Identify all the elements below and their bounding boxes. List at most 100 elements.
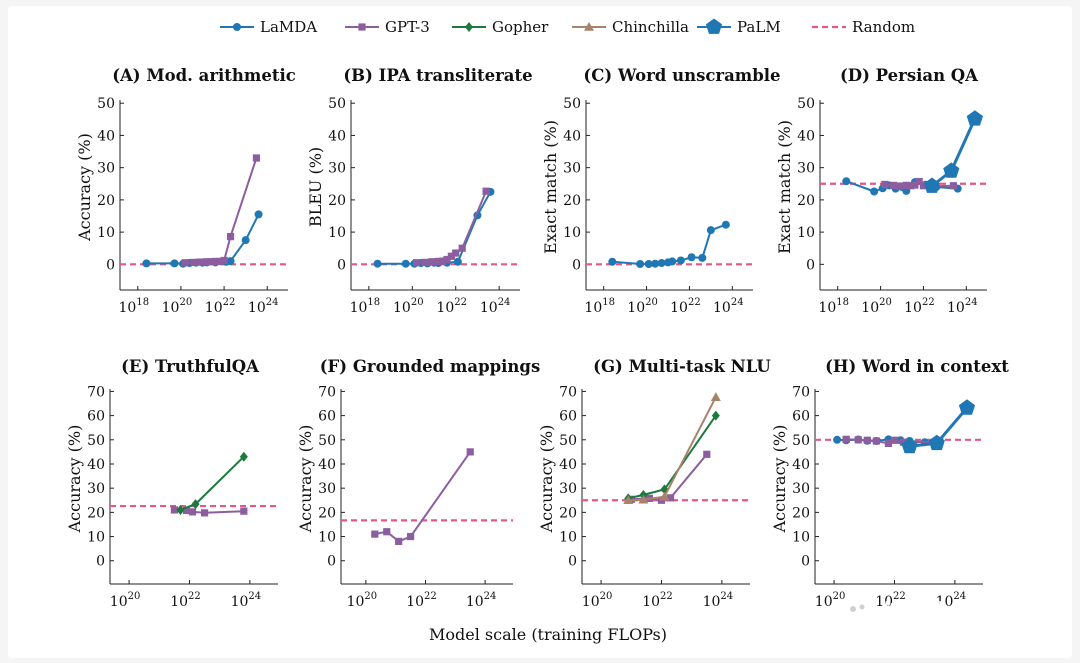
- y-tick-label: 30: [559, 481, 577, 497]
- data-point: [842, 177, 851, 186]
- y-tick-label: 30: [797, 161, 815, 177]
- y-axis-label: Exact match (%): [775, 120, 794, 254]
- data-point: [191, 499, 200, 510]
- data-point: [434, 257, 442, 266]
- data-point: [452, 249, 460, 257]
- data-point: [706, 226, 715, 235]
- x-tick-label: 1022: [436, 297, 467, 316]
- x-tick-label: 1022: [406, 591, 437, 610]
- y-tick-label: 20: [318, 505, 336, 521]
- x-tick-base: 10: [119, 300, 137, 316]
- data-point: [608, 257, 617, 266]
- y-tick-label: 40: [792, 457, 810, 473]
- panel-title: (E) TruthfulQA: [121, 357, 259, 376]
- x-tick-label: 1022: [875, 591, 906, 610]
- data-point: [854, 436, 862, 444]
- y-tick-label: 50: [792, 433, 810, 449]
- y-tick-label: 30: [87, 481, 105, 497]
- data-point: [636, 260, 645, 269]
- data-point: [254, 210, 263, 219]
- data-point: [207, 258, 215, 266]
- y-tick-label: 10: [792, 530, 810, 546]
- x-tick-exponent: 22: [424, 591, 437, 602]
- data-point: [383, 528, 391, 536]
- legend-marker: [465, 22, 473, 32]
- y-tick-label: 50: [797, 96, 815, 112]
- data-point: [721, 220, 730, 229]
- legend-item-gopher: Gopher: [452, 18, 549, 36]
- x-tick-label: 1020: [627, 297, 658, 316]
- y-tick-label: 40: [318, 457, 336, 473]
- series-chinchilla: [623, 392, 721, 505]
- y-tick-label: 30: [563, 161, 581, 177]
- y-tick-label: 0: [106, 257, 115, 273]
- x-tick-base: 10: [162, 300, 180, 316]
- data-point: [226, 257, 235, 266]
- data-point: [870, 187, 879, 196]
- legend-item-lamda: LaMDA: [220, 18, 317, 36]
- data-point: [644, 260, 653, 269]
- x-tick-base: 10: [875, 594, 893, 610]
- data-point: [142, 259, 151, 268]
- x-tick-label: 1024: [936, 591, 967, 610]
- x-tick-base: 10: [904, 300, 922, 316]
- data-point: [240, 507, 248, 515]
- data-point: [241, 236, 250, 245]
- figure-background: [8, 6, 1072, 658]
- data-point: [220, 256, 228, 265]
- x-tick-base: 10: [393, 300, 411, 316]
- data-point: [196, 258, 204, 266]
- x-tick-exponent: 20: [411, 297, 424, 308]
- data-point: [203, 258, 211, 266]
- data-point: [901, 437, 918, 454]
- data-point: [395, 537, 403, 545]
- x-tick-exponent: 20: [128, 591, 141, 602]
- x-tick-exponent: 24: [484, 591, 497, 602]
- x-tick-exponent: 20: [833, 591, 846, 602]
- x-tick-base: 10: [436, 300, 454, 316]
- y-tick-label: 70: [559, 384, 577, 400]
- x-tick-exponent: 24: [731, 297, 744, 308]
- legend-item-chinchilla: Chinchilla: [572, 18, 689, 36]
- y-tick-label: 50: [97, 96, 115, 112]
- panel-title: (H) Word in context: [825, 357, 1009, 376]
- data-point: [872, 437, 880, 445]
- x-tick-base: 10: [231, 594, 249, 610]
- x-tick-label: 1024: [703, 591, 734, 610]
- y-tick-label: 0: [801, 554, 810, 570]
- x-tick-label: 1022: [642, 591, 673, 610]
- x-tick-label: 1024: [947, 297, 978, 316]
- x-tick-exponent: 24: [953, 591, 966, 602]
- data-point: [966, 110, 983, 126]
- x-tick-exponent: 22: [188, 591, 201, 602]
- x-tick-label: 1018: [818, 297, 849, 316]
- x-tick-exponent: 24: [720, 591, 733, 602]
- y-tick-label: 10: [328, 225, 346, 241]
- x-tick-exponent: 20: [645, 297, 658, 308]
- data-point: [923, 177, 941, 193]
- x-tick-label: 1020: [815, 591, 846, 610]
- x-tick-exponent: 20: [600, 591, 613, 602]
- y-tick-label: 0: [327, 554, 336, 570]
- y-tick-label: 30: [792, 481, 810, 497]
- y-tick-label: 60: [87, 409, 105, 425]
- y-tick-label: 0: [96, 554, 105, 570]
- x-tick-exponent: 24: [965, 297, 978, 308]
- data-point: [170, 506, 178, 514]
- y-tick-label: 40: [797, 128, 815, 144]
- x-tick-label: 1018: [584, 297, 615, 316]
- data-point: [919, 182, 928, 190]
- y-tick-label: 60: [559, 409, 577, 425]
- y-tick-label: 20: [97, 193, 115, 209]
- data-point: [216, 257, 224, 266]
- x-tick-label: 1024: [713, 297, 744, 316]
- x-tick-base: 10: [713, 300, 731, 316]
- series-palm: [901, 399, 976, 454]
- data-point: [447, 252, 455, 260]
- data-point: [252, 154, 261, 162]
